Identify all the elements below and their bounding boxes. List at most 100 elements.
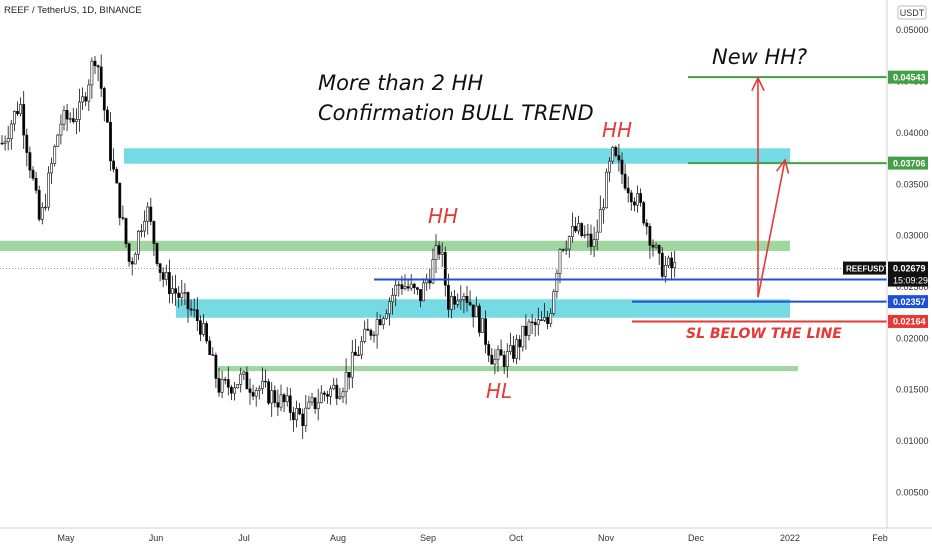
candle-down: [273, 390, 277, 403]
candle-up: [133, 253, 137, 265]
candle-down: [632, 201, 636, 206]
candle-down: [251, 392, 255, 397]
candle-up: [549, 313, 553, 324]
last-price-value: 0.02679: [893, 264, 926, 274]
candle-up: [62, 109, 66, 125]
candle-up: [143, 220, 147, 232]
candle-down: [657, 245, 661, 254]
x-tick-label: Dec: [688, 533, 705, 543]
candle-down: [580, 223, 584, 237]
candle-up: [586, 233, 590, 236]
candle-down: [419, 289, 422, 302]
candle-down: [366, 328, 370, 331]
candle-up: [307, 401, 311, 409]
symbol-tag-box: [843, 261, 886, 275]
candle-up: [59, 123, 63, 136]
candle-up: [43, 206, 47, 209]
currency-badge: USDT: [900, 8, 925, 18]
candle-up: [338, 396, 342, 399]
candle-down: [301, 413, 305, 426]
candle-up: [667, 257, 670, 266]
candle-up: [654, 245, 658, 248]
candle-up: [146, 206, 150, 222]
price-tag-box[interactable]: [888, 70, 928, 84]
candle-down: [639, 193, 643, 203]
candle-down: [161, 272, 165, 280]
candle-down: [648, 226, 652, 246]
candle-up: [75, 119, 78, 123]
candle-up: [431, 259, 435, 284]
candle-down: [626, 187, 630, 194]
candle-up: [595, 231, 599, 240]
candle-down: [471, 304, 475, 318]
candle-up: [68, 118, 72, 120]
price-tag-label: 0.02164: [893, 317, 926, 327]
candle-down: [230, 386, 233, 394]
candle-up: [239, 373, 243, 385]
support-zone-mid[interactable]: [176, 299, 790, 318]
resistance-zone-top[interactable]: [124, 148, 790, 164]
candle-down: [437, 245, 441, 255]
price-tags: 0.045430.037060.025720.023570.02164REEFU…: [843, 70, 928, 328]
candle-up: [394, 284, 398, 296]
y-tick-label: 0.00500: [896, 487, 929, 497]
candle-up: [440, 251, 444, 255]
candle-up: [493, 358, 497, 365]
candle-down: [546, 316, 550, 324]
candle-up: [40, 207, 44, 220]
price-tag-label: 0.02357: [893, 297, 926, 307]
candle-up: [474, 305, 478, 318]
candle-up: [456, 300, 460, 305]
candle-down: [205, 323, 209, 342]
candle-up: [543, 316, 546, 321]
candle-up: [53, 146, 57, 164]
support-zone-low[interactable]: [218, 366, 798, 372]
price-tag-box[interactable]: [888, 314, 928, 328]
candle-down: [71, 118, 75, 123]
candle-up: [236, 384, 240, 389]
candle-up: [47, 172, 50, 208]
candle-down: [226, 379, 230, 388]
candle-up: [598, 209, 602, 233]
arrow-head: [775, 158, 790, 174]
candle-down: [642, 202, 646, 224]
candle-up: [403, 286, 407, 290]
candle-up: [183, 292, 187, 294]
support-zone-upper[interactable]: [0, 240, 790, 252]
candle-up: [555, 272, 559, 292]
candle-down: [335, 384, 339, 399]
heading-line-2: Confirmation BULL TREND: [318, 101, 594, 125]
candle-down: [155, 243, 159, 264]
candle-up: [310, 397, 314, 403]
candle-down: [502, 355, 506, 367]
candle-down: [84, 96, 88, 102]
x-tick-label: Jun: [149, 533, 164, 543]
candle-up: [450, 296, 453, 310]
bar-countdown: 15:09:29: [893, 276, 928, 286]
candle-up: [363, 328, 367, 342]
candle-up: [341, 391, 345, 398]
candle-down: [25, 134, 29, 153]
candle-up: [180, 292, 184, 298]
price-tag-label: 0.03706: [893, 158, 926, 168]
candle-up: [608, 160, 612, 173]
candle-down: [406, 286, 410, 289]
candle-up: [50, 163, 54, 174]
candle-down: [102, 88, 106, 111]
projection-arrow: [757, 159, 786, 298]
currency-badge-box[interactable]: [897, 5, 927, 20]
candle-up: [202, 323, 205, 335]
candle-up: [434, 245, 438, 260]
candle-up: [527, 321, 531, 336]
price-tag-box[interactable]: [888, 156, 928, 170]
candle-up: [636, 193, 639, 206]
candle-up: [360, 341, 364, 356]
last-price-box[interactable]: [888, 261, 928, 287]
price-tag-box[interactable]: [888, 295, 928, 309]
candle-down: [245, 371, 249, 390]
candle-down: [670, 257, 674, 268]
candle-down: [313, 397, 317, 410]
candle-down: [524, 325, 528, 336]
candle-up: [536, 319, 540, 326]
